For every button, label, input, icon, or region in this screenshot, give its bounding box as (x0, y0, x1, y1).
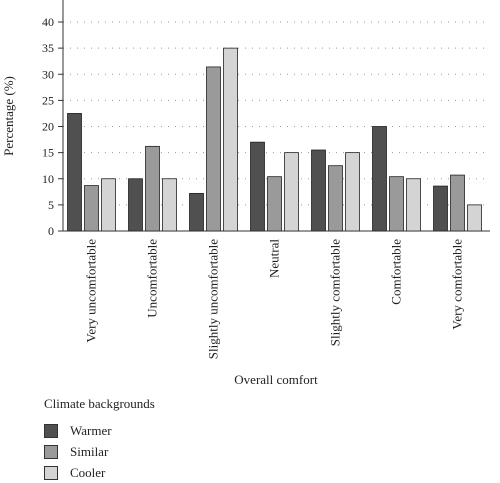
bar-cooler (162, 178, 177, 232)
x-tick-label: Very comfortable (450, 239, 465, 330)
legend-item: Warmer (44, 420, 155, 441)
x-tick-label: Uncomfortable (145, 239, 160, 318)
bar-warmer (311, 149, 326, 232)
x-tick-label: Neutral (267, 239, 282, 278)
legend-label: Similar (70, 443, 109, 459)
bars (67, 47, 482, 232)
bar-warmer (189, 192, 204, 232)
bar-warmer (433, 185, 448, 232)
legend: Climate backgrounds Warmer Similar Cooler (44, 396, 155, 483)
bar-similar (206, 66, 221, 232)
bar-cooler (223, 47, 238, 232)
y-tick-label: 10 (42, 172, 54, 186)
y-tick-label: 30 (42, 67, 54, 81)
bar-cooler (467, 204, 482, 232)
bar-similar (450, 174, 465, 232)
x-tick-label: Slightly comfortable (328, 239, 343, 346)
x-tick-label: Very uncomfortable (84, 239, 99, 343)
y-tick-label: 25 (42, 93, 54, 107)
bar-warmer (250, 141, 265, 232)
y-tick-label: 0 (48, 224, 54, 238)
legend-swatch (44, 465, 58, 480)
bar-warmer (67, 113, 82, 232)
bar-warmer (372, 126, 387, 232)
bar-similar (84, 185, 99, 232)
y-axis-label: Percentage (%) (1, 76, 16, 156)
bar-warmer (128, 178, 143, 232)
legend-label: Cooler (70, 464, 106, 480)
bar-cooler (284, 152, 299, 232)
bar-chart: 0 5 10 15 20 25 30 35 40 Very uncomfortable Uncom… (1, 0, 490, 387)
bar-cooler (101, 178, 116, 232)
x-tick-label: Slightly uncomfortable (206, 239, 221, 359)
bar-cooler (345, 152, 360, 232)
y-axis-ticks: 0 5 10 15 20 25 30 35 40 (42, 15, 63, 238)
bar-similar (267, 176, 282, 232)
legend-item: Similar (44, 441, 155, 462)
bar-cooler (406, 178, 421, 232)
bar-similar (145, 145, 160, 232)
legend-items: Warmer Similar Cooler (44, 420, 155, 483)
y-tick-label: 35 (42, 41, 54, 55)
y-tick-label: 15 (42, 146, 54, 160)
legend-label: Warmer (70, 422, 112, 438)
bar-similar (389, 176, 404, 232)
legend-title: Climate backgrounds (44, 396, 155, 411)
legend-swatch (44, 423, 58, 438)
x-tick-label: Comfortable (389, 239, 404, 305)
legend-swatch (44, 444, 58, 459)
bar-similar (328, 165, 343, 232)
legend-item: Cooler (44, 462, 155, 483)
y-tick-label: 40 (42, 15, 54, 29)
x-axis-ticks: Very uncomfortable Uncomfortable Slightly … (84, 239, 465, 360)
y-tick-label: 20 (42, 120, 54, 134)
y-tick-label: 5 (48, 198, 54, 212)
x-axis-label: Overall comfort (234, 372, 318, 387)
